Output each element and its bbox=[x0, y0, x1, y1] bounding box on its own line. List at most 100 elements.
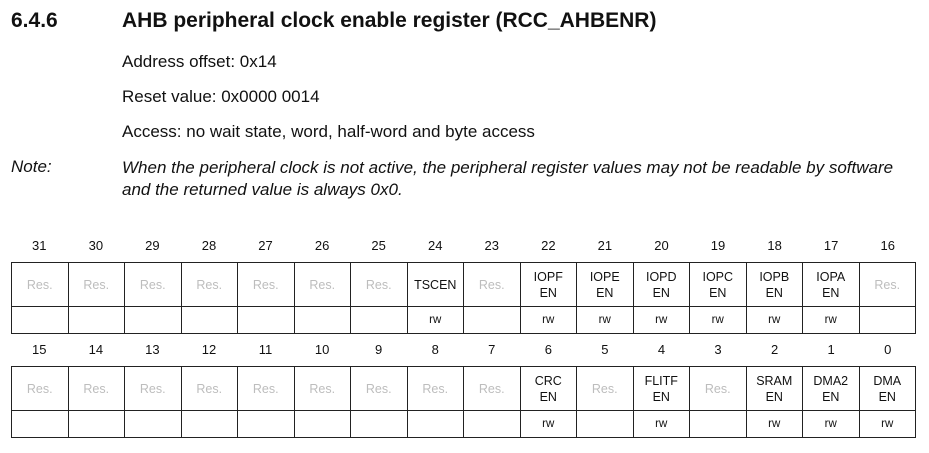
note-label: Note: bbox=[11, 157, 52, 176]
reserved-field-cell: Res. bbox=[124, 366, 182, 411]
bit-number: 5 bbox=[601, 342, 609, 357]
bit-number: 8 bbox=[431, 342, 439, 357]
reserved-label: Res. bbox=[874, 277, 901, 292]
bit-number: 13 bbox=[145, 342, 160, 357]
access-cell bbox=[11, 306, 69, 334]
field-name-line: EN bbox=[822, 389, 840, 404]
access-cell bbox=[180, 306, 238, 334]
field-name-line: DMA2 bbox=[813, 373, 849, 388]
field-name-line: EN bbox=[822, 285, 840, 300]
reserved-label: Res. bbox=[83, 277, 110, 292]
reserved-label: Res. bbox=[252, 277, 279, 292]
address-offset: Address offset: 0x14 bbox=[122, 52, 277, 71]
reserved-label: Res. bbox=[26, 381, 53, 396]
reserved-field-cell: Res. bbox=[67, 262, 125, 307]
bit-number: 10 bbox=[314, 342, 330, 357]
bit-number: 18 bbox=[767, 238, 782, 253]
field-name-cell: FLITF EN bbox=[632, 366, 690, 411]
reserved-label: Res. bbox=[83, 381, 110, 396]
reserved-field-cell: Res. bbox=[463, 366, 521, 411]
field-name-line: EN bbox=[652, 285, 670, 300]
access-cell bbox=[67, 410, 125, 438]
field-name-cell: SRAM EN bbox=[745, 366, 803, 411]
reserved-field-cell: Res. bbox=[237, 262, 295, 307]
access-cell: rw bbox=[519, 410, 577, 438]
bit-number: 0 bbox=[884, 342, 892, 357]
access-row: rw rw rw rw rw rw rw bbox=[11, 306, 916, 334]
reserved-field-cell: Res. bbox=[406, 366, 464, 411]
field-name-line: IOPA bbox=[816, 269, 846, 284]
bit-number: 24 bbox=[427, 238, 443, 253]
bit-number: 6 bbox=[544, 342, 552, 357]
reserved-field-cell: Res. bbox=[689, 366, 747, 411]
access-cell bbox=[689, 410, 747, 438]
access-cell: rw bbox=[689, 306, 747, 334]
bit-number: 19 bbox=[710, 238, 726, 253]
field-name-line: EN bbox=[539, 285, 557, 300]
field-name-line: EN bbox=[539, 389, 557, 404]
reserved-field-cell: Res. bbox=[124, 262, 182, 307]
bit-number: 7 bbox=[488, 342, 496, 357]
access-cell bbox=[11, 410, 69, 438]
reserved-field-cell: Res. bbox=[11, 366, 69, 411]
reserved-field-cell: Res. bbox=[350, 366, 408, 411]
section-number: 6.4.6 bbox=[11, 9, 58, 32]
bit-number: 11 bbox=[258, 342, 273, 357]
reserved-label: Res. bbox=[252, 381, 279, 396]
field-name-line: IOPC bbox=[702, 269, 734, 284]
reset-value: Reset value: 0x0000 0014 bbox=[122, 87, 320, 106]
access-cell bbox=[67, 306, 125, 334]
bit-number: 2 bbox=[770, 342, 779, 357]
access-description: Access: no wait state, word, half-word a… bbox=[122, 122, 535, 141]
bit-number: 17 bbox=[823, 238, 839, 253]
reserved-field-cell: Res. bbox=[463, 262, 521, 307]
field-name-line: EN bbox=[765, 389, 783, 404]
access-cell bbox=[350, 410, 408, 438]
access-cell bbox=[463, 410, 521, 438]
bit-number: 16 bbox=[880, 238, 895, 253]
reserved-label: Res. bbox=[591, 381, 618, 396]
access-cell: rw bbox=[858, 410, 916, 438]
reserved-field-cell: Res. bbox=[67, 366, 125, 411]
field-name-cell: IOPB EN bbox=[745, 262, 803, 307]
field-name-line: IOPF bbox=[533, 269, 563, 284]
field-name-row: Res. Res. Res. Res. Res. Res. Res. Res. Res. CRC E… bbox=[11, 366, 916, 411]
note-text: When the peripheral clock is not active,… bbox=[122, 158, 894, 199]
bit-number: 23 bbox=[484, 238, 500, 253]
bit-number: 15 bbox=[32, 342, 47, 357]
access-cell bbox=[576, 410, 634, 438]
field-name-cell: IOPA EN bbox=[802, 262, 860, 307]
register-table-lower: Res. Res. Res. Res. Res. Res. Res. Res. Res. CRC E… bbox=[11, 366, 916, 438]
reserved-field-cell: Res. bbox=[350, 262, 408, 307]
access-cell: rw bbox=[406, 306, 464, 334]
access-cell bbox=[124, 410, 182, 438]
reserved-field-cell: Res. bbox=[293, 262, 351, 307]
field-name-cell: CRC EN bbox=[519, 366, 577, 411]
reserved-label: Res. bbox=[309, 381, 336, 396]
access-cell bbox=[237, 306, 295, 334]
field-name-line: IOPE bbox=[589, 269, 620, 284]
reserved-field-cell: Res. bbox=[11, 262, 69, 307]
reserved-label: Res. bbox=[26, 277, 53, 292]
access-cell: rw bbox=[576, 306, 634, 334]
field-name-cell: IOPD EN bbox=[632, 262, 690, 307]
access-cell: rw bbox=[802, 306, 860, 334]
bit-number: 20 bbox=[654, 238, 669, 253]
access-cell bbox=[124, 306, 182, 334]
field-name-cell: IOPF EN bbox=[519, 262, 577, 307]
bit-number: 21 bbox=[597, 238, 613, 253]
reserved-label: Res. bbox=[478, 381, 505, 396]
upper-bit-numbers: 31 30 29 28 27 26 25 24 23 22 21 20 19 18 17 16 bbox=[11, 238, 915, 256]
bit-number: 25 bbox=[371, 238, 386, 253]
field-name-cell: TSCEN bbox=[406, 262, 464, 307]
reserved-label: Res. bbox=[196, 277, 223, 292]
field-name-line: CRC bbox=[534, 373, 562, 388]
bit-number: 3 bbox=[714, 342, 722, 357]
field-name-cell: DMA2 EN bbox=[802, 366, 860, 411]
reserved-field-cell: Res. bbox=[858, 262, 916, 307]
reserved-label: Res. bbox=[478, 277, 505, 292]
access-cell: rw bbox=[745, 410, 803, 438]
reserved-label: Res. bbox=[196, 381, 223, 396]
bit-number: 1 bbox=[827, 342, 835, 357]
field-name-line: SRAM bbox=[756, 373, 793, 388]
